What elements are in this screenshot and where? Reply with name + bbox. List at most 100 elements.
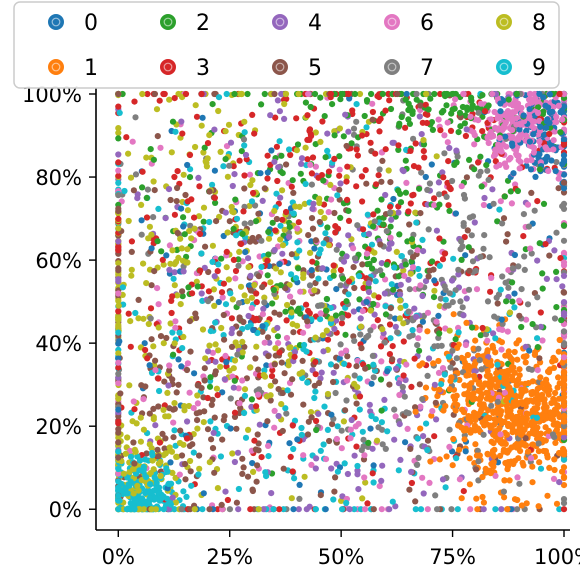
data-point-series-9 [215, 94, 223, 101]
data-point-series-5 [143, 450, 150, 457]
data-point-series-7 [452, 287, 459, 294]
data-point-series-5 [276, 311, 283, 318]
data-point-series-2 [494, 218, 501, 225]
data-point-series-6 [542, 144, 549, 151]
data-point-series-7 [415, 454, 422, 461]
data-point-series-9 [303, 348, 310, 355]
data-point-series-4 [279, 250, 286, 257]
data-point-series-2 [402, 261, 409, 268]
data-point-series-3 [345, 217, 353, 224]
data-point-series-1 [506, 477, 513, 484]
data-point-series-9 [370, 479, 377, 486]
data-point-series-3 [295, 219, 302, 226]
data-point-series-7 [475, 458, 482, 465]
data-point-series-5 [155, 453, 162, 460]
data-point-series-6 [325, 209, 332, 216]
data-point-series-0 [180, 223, 187, 230]
data-point-series-7 [343, 397, 350, 404]
data-point-series-6 [495, 125, 503, 132]
data-point-series-5 [280, 465, 287, 472]
data-point-series-8 [160, 261, 167, 268]
data-point-series-9 [292, 275, 300, 282]
data-point-series-9 [415, 265, 422, 273]
data-point-series-2 [248, 396, 255, 403]
data-point-series-3 [189, 290, 196, 297]
data-point-series-8 [367, 307, 374, 314]
data-point-series-4 [463, 295, 470, 302]
data-point-series-0 [250, 326, 257, 334]
data-point-series-4 [439, 476, 447, 483]
data-point-series-8 [371, 249, 378, 256]
data-point-series-6 [524, 201, 532, 208]
data-point-series-1 [424, 328, 431, 335]
data-point-series-0 [259, 323, 266, 330]
data-point-series-6 [504, 328, 511, 335]
data-point-series-9 [115, 329, 122, 336]
data-point-series-7 [469, 258, 477, 265]
data-point-series-4 [354, 471, 361, 478]
data-point-series-4 [184, 418, 191, 425]
data-point-series-0 [294, 436, 301, 443]
data-point-series-8 [209, 242, 216, 249]
data-point-series-9 [496, 206, 503, 213]
data-point-series-3 [325, 168, 333, 175]
data-point-series-0 [435, 312, 442, 319]
data-point-series-0 [560, 136, 568, 143]
data-point-series-0 [286, 440, 293, 447]
data-point-series-4 [115, 151, 122, 158]
data-point-series-6 [560, 259, 568, 266]
data-point-series-3 [353, 443, 360, 450]
data-point-series-3 [287, 151, 294, 159]
data-point-series-6 [534, 367, 541, 374]
data-point-series-6 [361, 452, 368, 459]
data-point-series-1 [514, 356, 521, 363]
data-point-series-6 [517, 131, 524, 138]
data-point-series-2 [278, 152, 285, 159]
data-point-series-6 [515, 136, 522, 143]
data-point-series-0 [167, 459, 174, 466]
data-point-series-7 [351, 337, 358, 344]
data-point-series-9 [155, 489, 162, 496]
data-point-series-4 [498, 506, 505, 513]
data-point-series-4 [324, 130, 331, 137]
data-point-series-9 [171, 506, 178, 513]
data-point-series-8 [237, 283, 245, 290]
data-point-series-5 [162, 435, 169, 442]
data-point-series-7 [481, 232, 488, 239]
data-point-series-5 [131, 460, 138, 467]
data-point-series-6 [516, 165, 523, 172]
data-point-series-9 [223, 90, 230, 98]
data-point-series-5 [331, 209, 338, 217]
data-point-series-5 [175, 381, 182, 388]
data-point-series-6 [352, 423, 359, 430]
data-point-series-3 [359, 198, 366, 205]
data-point-series-3 [193, 113, 201, 120]
data-point-series-9 [241, 142, 248, 149]
data-point-series-3 [273, 143, 280, 150]
data-point-series-0 [530, 131, 537, 138]
data-point-series-1 [489, 344, 497, 351]
data-point-series-6 [300, 329, 307, 336]
data-point-series-2 [553, 304, 560, 311]
data-point-series-5 [275, 386, 282, 393]
data-point-series-5 [193, 410, 200, 417]
data-point-series-3 [306, 127, 313, 135]
data-point-series-1 [501, 477, 508, 484]
data-point-series-4 [388, 216, 395, 223]
data-point-series-6 [559, 116, 566, 123]
data-point-series-0 [526, 138, 534, 145]
data-point-series-9 [207, 418, 214, 425]
data-point-series-8 [323, 327, 330, 334]
data-point-series-0 [141, 340, 148, 347]
data-point-series-9 [302, 180, 309, 188]
data-point-series-7 [369, 352, 376, 359]
data-point-series-7 [379, 441, 386, 448]
data-point-series-8 [224, 229, 231, 236]
data-point-series-2 [529, 321, 536, 328]
data-point-series-3 [159, 256, 166, 263]
data-point-series-9 [220, 163, 227, 170]
data-point-series-2 [230, 225, 237, 232]
data-point-series-4 [245, 255, 252, 262]
data-point-series-6 [467, 506, 474, 513]
